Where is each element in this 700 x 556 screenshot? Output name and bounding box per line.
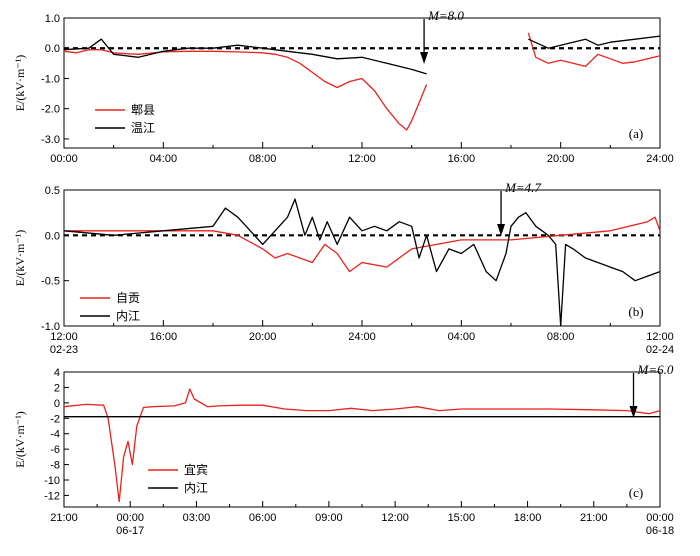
legend-label: 温江 (131, 121, 155, 135)
x-tick-label: 00:00 (116, 512, 144, 524)
series-line-red (63, 388, 661, 503)
series-line-red (64, 216, 661, 273)
y-tick-label: -3.0 (41, 134, 60, 146)
series-line-red (527, 32, 661, 68)
y-tick-label: -2 (50, 413, 60, 425)
x-tick-label: 12:00 (348, 153, 376, 165)
y-tick-label: -10 (44, 475, 60, 487)
legend-label: 宜宾 (184, 462, 208, 477)
magnitude-label: M=6.0 (637, 362, 674, 377)
panel-a: 1.0 0.0 -1.0 -2.0 -3.0 00:00 04:00 08:00 12:00 16… (13, 8, 674, 165)
x-tick-label: 08:00 (547, 331, 575, 343)
y-tick-label: -6 (50, 444, 60, 456)
series-line-black (63, 198, 661, 327)
y-tick-label: 0 (54, 398, 60, 410)
x-date-label: 02-23 (50, 344, 78, 356)
legend-label: 内江 (184, 481, 208, 495)
x-tick-label: 21:00 (50, 512, 78, 524)
y-tick-label: 0.5 (45, 185, 60, 197)
x-tick-label: 21:00 (580, 512, 608, 524)
y-tick-label: -0.5 (41, 276, 60, 288)
x-tick-label: 12:00 (381, 512, 409, 524)
panel-label: (a) (629, 126, 643, 141)
series-line-black (528, 35, 661, 49)
x-date-label: 06-17 (116, 525, 144, 537)
y-tick-label: 2 (54, 382, 60, 394)
y-tick-label: -12 (44, 490, 60, 502)
y-tick-label: -4 (50, 429, 60, 441)
legend-label: 自贡 (116, 291, 140, 305)
event-arrow-head (497, 224, 506, 236)
x-tick-label: 03:00 (183, 512, 211, 524)
plot-frame (63, 371, 661, 508)
x-tick-label: 00:00 (50, 153, 78, 165)
legend-label: 郫县 (131, 102, 155, 117)
x-tick-label: 24:00 (348, 331, 376, 343)
x-date-label: 02-24 (646, 344, 674, 356)
event-arrow-head (629, 406, 638, 418)
x-tick-label: 18:00 (514, 512, 542, 524)
series-line-red (63, 49, 428, 131)
panel-label: (c) (629, 485, 643, 500)
legend-label: 内江 (116, 309, 140, 323)
y-tick-label: -1.0 (41, 73, 60, 85)
y-tick-label: 0.0 (45, 43, 60, 55)
magnitude-label: M=8.0 (427, 8, 464, 23)
x-tick-label: 16:00 (150, 331, 178, 343)
x-tick-label: 04:00 (150, 153, 178, 165)
series-line-black (63, 38, 427, 75)
x-tick-label: 04:00 (448, 331, 476, 343)
x-tick-label: 08:00 (249, 153, 277, 165)
y-axis-label: E/(kV·m⁻¹) (13, 230, 27, 287)
y-axis-label: E/(kV·m⁻¹) (13, 411, 27, 468)
magnitude-label: M=4.7 (504, 180, 541, 195)
x-tick-label: 15:00 (448, 512, 476, 524)
x-tick-label: 09:00 (315, 512, 343, 524)
y-tick-label: -1.0 (41, 321, 60, 333)
y-tick-label: -2.0 (41, 104, 60, 116)
x-tick-label: 06:00 (249, 512, 277, 524)
x-tick-label: 16:00 (448, 153, 476, 165)
event-arrow-head (420, 52, 429, 64)
y-tick-label: 0.0 (45, 230, 60, 242)
plot-frame (63, 189, 661, 327)
x-tick-label: 24:00 (646, 153, 674, 165)
y-tick-label: 1.0 (45, 13, 60, 25)
y-axis-label: E/(kV·m⁻¹) (13, 55, 27, 112)
panel-label: (b) (628, 304, 643, 319)
y-tick-label: -8 (50, 460, 60, 472)
x-date-label: 06-18 (646, 525, 674, 537)
x-tick-label: 20:00 (249, 331, 277, 343)
x-tick-label: 12:00 (50, 331, 78, 343)
x-tick-label: 12:00 (646, 331, 674, 343)
x-tick-label: 00:00 (646, 512, 674, 524)
y-tick-label: 4 (54, 367, 60, 379)
x-tick-label: 20:00 (547, 153, 575, 165)
